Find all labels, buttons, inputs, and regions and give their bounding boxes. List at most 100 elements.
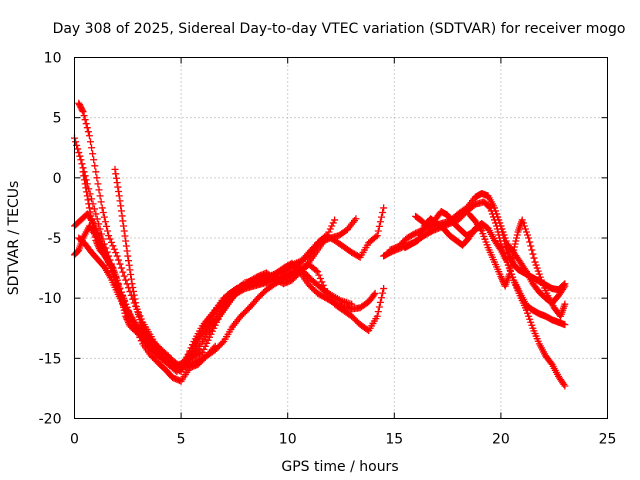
data-point [204,336,212,344]
data-point [102,222,110,230]
data-point [207,330,215,338]
data-point [318,278,326,286]
data-point [511,240,519,248]
data-point [94,180,102,188]
data-point [211,342,219,350]
data-point [326,225,334,233]
data-point [119,300,127,308]
data-point [117,291,125,299]
data-point [510,246,518,254]
data-point [321,285,329,293]
data-point [86,138,94,146]
data-point [198,348,206,356]
data-point [90,226,98,234]
y-axis-label: SDTVAR / TECUs [6,181,22,296]
data-point [379,209,387,217]
data-point [138,321,146,329]
x-tick-label: 10 [279,432,297,448]
data-point [114,279,122,287]
data-point [93,215,101,223]
data-point [520,222,528,230]
data-point [561,382,569,390]
data-point [375,222,383,230]
data-point [352,215,360,223]
data-point [106,235,114,243]
data-point [498,228,506,236]
data-point [521,225,529,233]
data-point [206,333,214,341]
data-point [524,231,532,239]
data-point [95,186,103,194]
data-point [72,138,80,146]
data-point [124,317,132,325]
data-point [132,299,140,307]
data-point [88,195,96,203]
data-point [120,272,128,280]
data-point [193,338,201,346]
data-point [525,234,533,242]
data-point [95,243,103,251]
data-point [113,179,121,187]
data-point [312,266,320,274]
data-point [125,319,133,327]
data-point [527,242,535,250]
data-point [200,345,208,353]
data-point [91,162,99,170]
data-point [115,256,123,264]
data-point [561,300,569,308]
data-point [112,249,120,257]
data-point [528,321,536,329]
data-point [499,231,507,239]
y-tick-label: -10 [39,291,62,307]
data-point [314,268,322,276]
data-point [485,203,493,211]
data-point [494,213,502,221]
data-point [85,132,93,140]
data-point [111,165,119,173]
data-point [117,202,125,210]
data-point [371,289,379,297]
data-point [513,234,521,242]
data-point [510,243,518,251]
data-point [380,204,388,212]
data-point [533,264,541,272]
data-point [560,380,568,388]
data-point [105,232,113,240]
x-tick-label: 25 [599,432,617,448]
data-point [137,320,145,328]
data-point [84,196,92,204]
data-point [84,128,92,136]
data-point [126,266,134,274]
data-point [83,188,91,196]
data-point [329,219,337,227]
data-point [372,233,380,241]
data-point [522,228,530,236]
data-point [492,207,500,215]
data-point [88,144,96,152]
data-point [122,276,130,284]
data-point [83,192,91,200]
data-point [77,156,85,164]
data-point [526,315,534,323]
data-point [74,145,82,153]
x-tick-label: 15 [385,432,403,448]
data-point [76,152,84,160]
data-point [93,174,101,182]
data-point [476,222,484,230]
data-point [532,261,540,269]
data-point [561,321,569,329]
data-point [376,298,384,306]
data-point [120,222,128,230]
data-point [121,232,129,240]
data-point [115,282,123,290]
data-point [331,216,339,224]
data-point [119,217,127,225]
data-point [525,312,533,320]
data-point [122,314,130,322]
data-point [107,238,115,246]
data-point [121,309,129,317]
x-tick-labels: 0 5 10 15 20 25 [70,432,616,448]
data-point [96,234,104,242]
x-tick-label: 0 [70,432,79,448]
data-point [208,327,216,335]
